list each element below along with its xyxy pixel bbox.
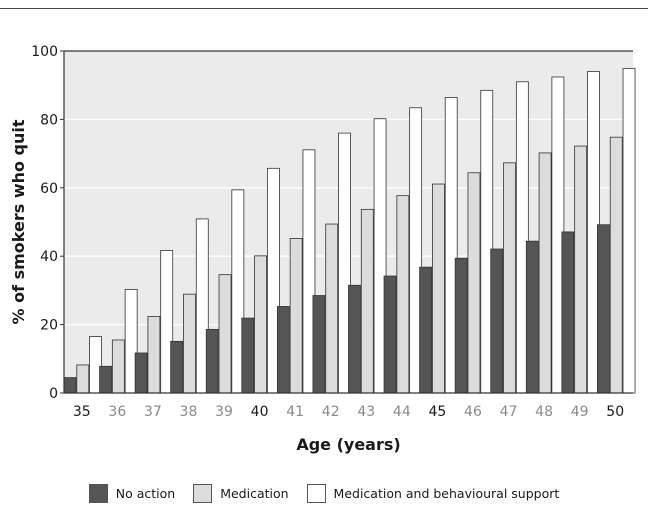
bar-medication-44 xyxy=(396,195,410,394)
bar-medication-43 xyxy=(360,208,374,394)
y-tick-label: 20 xyxy=(40,318,58,334)
y-tick-label: 100 xyxy=(31,44,58,60)
x-axis-label: Age (years) xyxy=(296,435,400,454)
x-tick-label: 35 xyxy=(73,404,91,420)
bar-no-action-42 xyxy=(312,295,326,394)
y-axis-label: % of smokers who quit xyxy=(9,119,28,324)
bar-no-action-41 xyxy=(276,306,290,394)
legend-swatch-no-action xyxy=(88,483,108,503)
bar-medication-and-behavioural-support-50 xyxy=(622,68,636,394)
bar-medication-40 xyxy=(254,255,267,394)
x-tick-label: 38 xyxy=(180,404,198,420)
x-tick-label: 44 xyxy=(393,404,411,420)
bar-medication-38 xyxy=(183,293,196,394)
legend-item-no-action: No action xyxy=(88,483,176,503)
bar-no-action-50 xyxy=(597,224,610,394)
bar-no-action-37 xyxy=(134,352,148,394)
top-rule xyxy=(0,8,648,9)
bar-no-action-48 xyxy=(525,240,539,394)
bar-no-action-49 xyxy=(561,231,575,394)
legend-label-medication: Medication xyxy=(220,485,289,501)
bar-medication-49 xyxy=(574,145,588,394)
bar-medication-42 xyxy=(325,223,339,394)
bar-chart: 0 20 40 60 80 100 35 36 37 38 39 40 41 42 43 44 45 46 47 4… xyxy=(9,44,636,454)
bar-no-action-38 xyxy=(170,340,184,394)
bar-no-action-39 xyxy=(205,328,219,394)
bar-medication-46 xyxy=(467,172,481,394)
bar-no-action-44 xyxy=(383,275,397,394)
bar-medication-45 xyxy=(432,183,445,394)
axes xyxy=(63,50,633,394)
x-tick-labels: 35 36 37 38 39 40 41 42 43 44 45 46 47 48 49 50 xyxy=(73,404,624,420)
y-tick-label: 80 xyxy=(40,112,58,128)
x-tick-label: 50 xyxy=(606,404,624,420)
x-tick-label: 37 xyxy=(144,404,162,420)
y-tick-labels: 0 20 40 60 80 100 xyxy=(31,44,64,402)
bar-medication-37 xyxy=(147,315,161,394)
legend-swatch-medication-and-behavioural-support xyxy=(306,483,326,503)
legend-item-medication-and-behavioural-support: Medication and behavioural support xyxy=(306,483,560,503)
x-tick-label: 42 xyxy=(322,404,340,420)
legend-item-medication: Medication xyxy=(193,483,289,503)
legend: No action Medication Medication and beha… xyxy=(0,482,648,504)
bar-no-action-45 xyxy=(419,266,433,394)
legend-label-no-action: No action xyxy=(115,485,176,501)
x-tick-label: 46 xyxy=(464,404,482,420)
legend-label-medication-and-behavioural-support: Medication and behavioural support xyxy=(333,485,560,501)
x-tick-label: 47 xyxy=(500,404,518,420)
x-tick-label: 39 xyxy=(215,404,233,420)
y-tick-label: 40 xyxy=(40,249,58,265)
x-tick-label: 49 xyxy=(571,404,589,420)
bars xyxy=(63,68,636,394)
bar-medication-39 xyxy=(218,274,232,394)
x-tick-label: 45 xyxy=(428,404,446,420)
bar-no-action-35 xyxy=(63,377,77,394)
y-tick-label: 60 xyxy=(40,181,58,197)
bar-medication-41 xyxy=(289,238,303,394)
x-tick-label: 41 xyxy=(286,404,304,420)
bar-medication-47 xyxy=(503,162,516,394)
x-tick-label: 48 xyxy=(535,404,553,420)
bar-medication-50 xyxy=(609,136,623,394)
x-tick-label: 36 xyxy=(108,404,126,420)
x-tick-label: 40 xyxy=(251,404,269,420)
bar-no-action-47 xyxy=(490,248,504,394)
x-tick-label: 43 xyxy=(357,404,375,420)
y-tick-label: 0 xyxy=(49,386,58,402)
bar-medication-48 xyxy=(538,152,552,394)
bar-no-action-40 xyxy=(241,317,255,394)
bar-no-action-43 xyxy=(348,284,361,394)
bar-no-action-46 xyxy=(454,257,468,394)
legend-swatch-medication xyxy=(193,483,213,503)
bar-medication-36 xyxy=(111,339,125,394)
bar-no-action-36 xyxy=(99,365,112,394)
bar-medication-35 xyxy=(76,364,90,394)
